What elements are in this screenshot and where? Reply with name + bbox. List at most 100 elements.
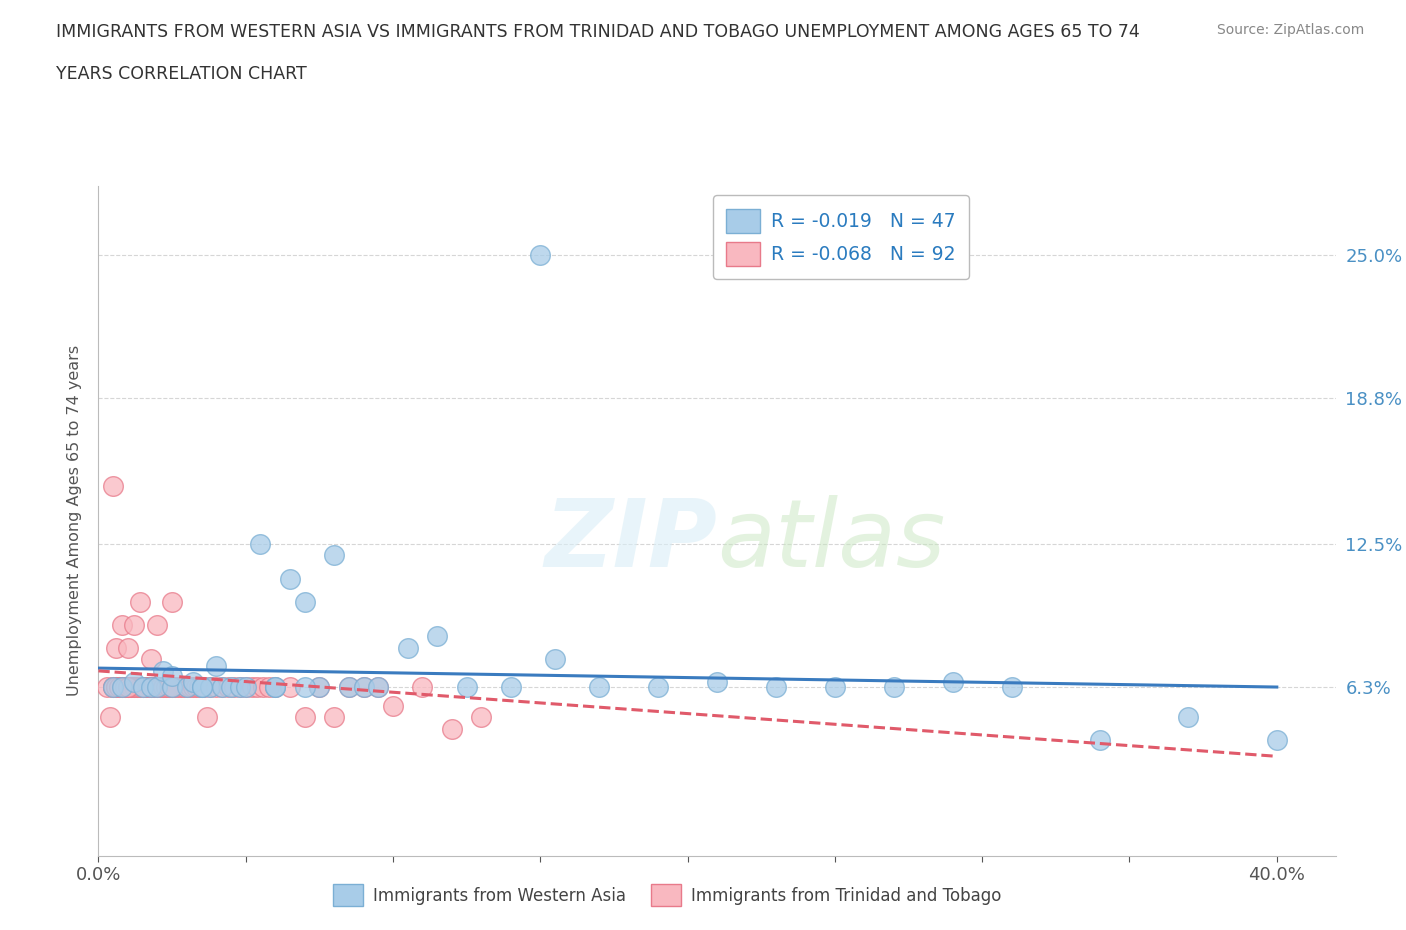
Point [235,680,257,695]
Point [278,571,301,586]
Text: IMMIGRANTS FROM WESTERN ASIA VS IMMIGRANTS FROM TRINIDAD AND TOBAGO UNEMPLOYMENT: IMMIGRANTS FROM WESTERN ASIA VS IMMIGRAN… [56,23,1140,41]
Point [157,680,180,695]
Point [163,680,186,695]
Point [190,680,212,695]
Point [146,680,169,695]
Point [181,680,204,695]
Point [111,680,134,695]
Point [173,680,195,695]
Point [323,710,346,724]
Point [249,537,271,551]
Text: atlas: atlas [717,496,945,587]
Point [367,680,389,695]
Point [131,680,153,695]
Point [141,680,163,695]
Point [211,680,233,695]
Point [111,618,134,632]
Point [120,680,142,695]
Point [141,680,163,695]
Text: Source: ZipAtlas.com: Source: ZipAtlas.com [1216,23,1364,37]
Point [337,680,360,695]
Point [160,594,183,609]
Point [120,680,142,695]
Y-axis label: Unemployment Among Ages 65 to 74 years: Unemployment Among Ages 65 to 74 years [66,345,82,697]
Point [122,618,145,632]
Point [131,680,153,695]
Point [105,680,128,695]
Point [131,680,153,695]
Point [470,710,492,724]
Point [197,710,219,724]
Point [138,680,160,695]
Point [264,680,287,695]
Point [588,680,610,695]
Point [440,721,463,736]
Point [426,629,449,644]
Point [160,668,183,683]
Point [114,680,136,695]
Point [152,680,174,695]
Point [229,680,252,695]
Point [942,675,965,690]
Point [131,680,153,695]
Point [264,680,287,695]
Point [135,680,157,695]
Point [105,641,128,656]
Point [111,680,134,695]
Point [205,658,228,673]
Point [128,680,150,695]
Point [222,680,245,695]
Point [179,680,201,695]
Point [143,680,166,695]
Legend: Immigrants from Western Asia, Immigrants from Trinidad and Tobago: Immigrants from Western Asia, Immigrants… [325,876,1010,914]
Point [149,680,172,695]
Point [396,641,419,656]
Point [152,663,174,678]
Point [141,652,163,667]
Point [193,680,215,695]
Point [160,680,183,695]
Point [1177,710,1199,724]
Point [337,680,360,695]
Point [219,680,242,695]
Point [117,680,139,695]
Point [160,680,183,695]
Point [143,680,166,695]
Point [101,680,124,695]
Point [765,680,787,695]
Point [499,680,522,695]
Point [160,680,183,695]
Point [96,680,118,695]
Point [101,680,124,695]
Point [187,680,209,695]
Point [131,680,153,695]
Point [240,680,263,695]
Text: ZIP: ZIP [544,495,717,587]
Point [170,680,193,695]
Point [108,680,131,695]
Point [308,680,330,695]
Point [883,680,905,695]
Point [294,680,316,695]
Point [217,680,239,695]
Point [122,680,145,695]
Point [235,680,257,695]
Point [157,680,180,695]
Point [108,680,131,695]
Point [264,680,287,695]
Point [146,680,169,695]
Point [294,594,316,609]
Point [544,652,567,667]
Point [117,680,139,695]
Point [190,680,212,695]
Point [122,675,145,690]
Point [117,641,139,656]
Point [353,680,375,695]
Point [246,680,269,695]
Point [111,680,134,695]
Point [190,680,212,695]
Point [382,698,405,713]
Point [1088,733,1111,748]
Point [155,680,177,695]
Point [294,710,316,724]
